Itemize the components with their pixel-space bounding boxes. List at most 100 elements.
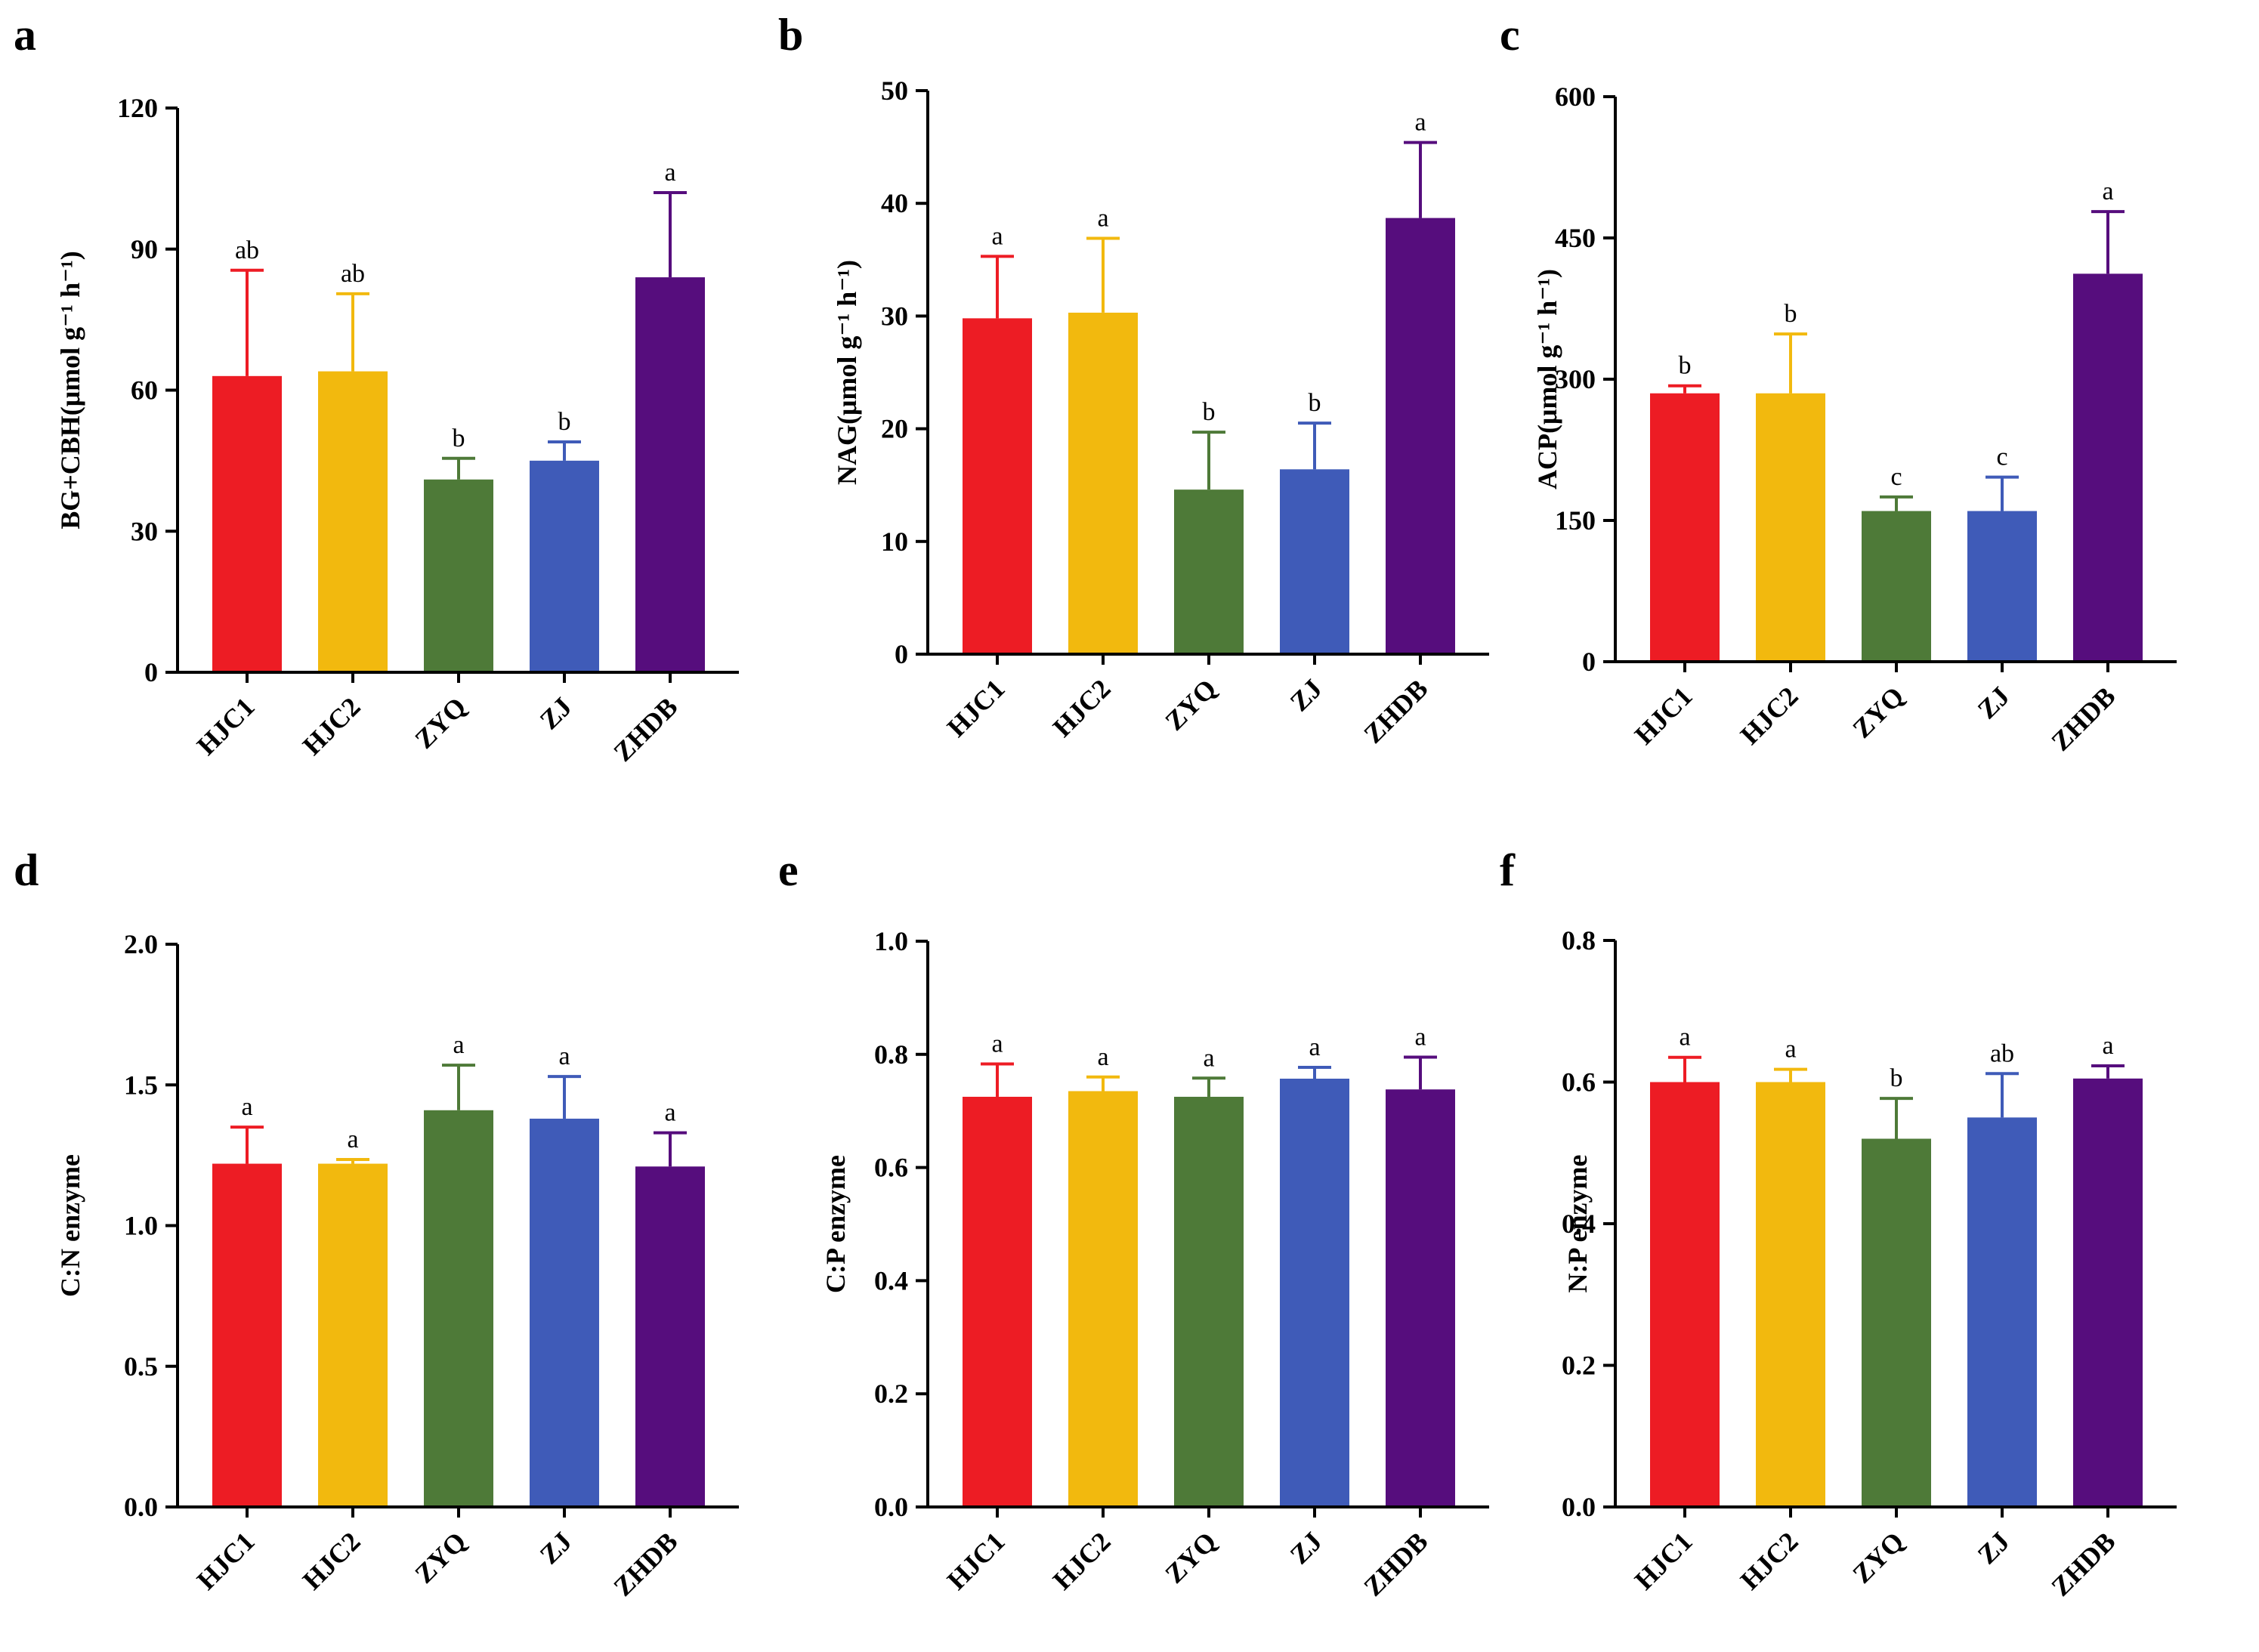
category-label: ZYQ (1159, 673, 1222, 736)
significance-label: ab (341, 260, 365, 288)
panel-e: e a HJC1 a HJC2 a ZYQ a ZJ a ZHDB 0.0 0.2 0.4 0.6 0.8 1.… (778, 845, 1489, 1602)
category-label: HJC2 (297, 691, 366, 761)
y-tick-label: 0.0 (124, 1492, 158, 1522)
category-label: ZJ (534, 691, 578, 735)
significance-label: a (991, 1030, 1003, 1058)
y-axis-label: C:N enzyme (55, 1154, 85, 1297)
bar-zhdb (2073, 1078, 2143, 1507)
category-label: HJC1 (941, 1526, 1011, 1595)
category-label: ZYQ (1846, 1526, 1909, 1589)
category-label: ZYQ (409, 691, 471, 754)
significance-label: a (1785, 1036, 1796, 1064)
bar-hjc2 (318, 371, 388, 672)
bar-hjc2 (1756, 1082, 1825, 1507)
category-label: ZYQ (1846, 681, 1909, 743)
bar-zyq (1174, 489, 1244, 654)
category-label: HJC2 (297, 1526, 366, 1595)
bar-hjc2 (1756, 393, 1825, 662)
y-axis-label: ACP(μmol g⁻¹ h⁻¹) (1532, 269, 1562, 489)
y-tick-label: 120 (117, 93, 158, 123)
bar-hjc2 (1068, 1091, 1138, 1507)
significance-label: a (1097, 1043, 1108, 1071)
significance-label: b (453, 425, 465, 452)
bar-hjc2 (1068, 312, 1138, 654)
panel-letter: a (14, 10, 36, 60)
y-tick-label: 0.0 (874, 1492, 908, 1522)
significance-label: b (558, 408, 571, 436)
bar-hjc1 (212, 375, 282, 672)
bar-zyq (1862, 511, 1931, 662)
significance-label: b (1890, 1064, 1903, 1092)
y-tick-label: 0 (144, 657, 158, 687)
significance-label: b (1679, 352, 1692, 380)
significance-label: ab (235, 236, 259, 264)
category-label: ZHDB (607, 691, 683, 767)
y-tick-label: 600 (1555, 82, 1596, 112)
y-tick-label: 30 (131, 516, 158, 546)
y-tick-label: 1.5 (124, 1070, 158, 1100)
bar-hjc1 (1650, 1082, 1720, 1507)
category-label: ZJ (1284, 673, 1328, 717)
category-label: ZJ (1972, 681, 2016, 724)
panel-a: a ab HJC1 ab HJC2 b ZYQ b ZJ a ZHDB 0 30 60 90 120 BG+CB… (14, 10, 739, 767)
significance-label: a (1097, 204, 1108, 232)
category-label: ZYQ (409, 1526, 471, 1589)
significance-label: a (1679, 1024, 1690, 1051)
category-label: HJC1 (191, 691, 261, 761)
bar-zj (530, 460, 599, 672)
significance-label: a (1414, 1024, 1426, 1051)
category-label: HJC1 (941, 673, 1011, 743)
significance-label: a (2102, 1032, 2113, 1060)
panel-f: f a HJC1 a HJC2 b ZYQ ab ZJ a ZHDB 0.0 0.2 0.4 0.6 0.8 N… (1500, 845, 2177, 1602)
y-axis-label: NAG(μmol g⁻¹ h⁻¹) (832, 260, 862, 485)
panel-letter: e (778, 845, 799, 895)
y-tick-label: 0 (1582, 647, 1596, 677)
panel-c: c b HJC1 b HJC2 c ZYQ c ZJ a ZHDB 0 150 300 450 600 ACP(… (1500, 10, 2177, 757)
y-tick-label: 1.0 (124, 1211, 158, 1241)
category-label: HJC2 (1047, 673, 1117, 743)
significance-label: c (1996, 443, 2007, 471)
panel-letter: d (14, 845, 39, 895)
category-label: HJC1 (1629, 681, 1698, 750)
bar-zj (1280, 469, 1349, 654)
panel-letter: f (1500, 845, 1516, 895)
significance-label: a (2102, 178, 2113, 205)
significance-label: a (453, 1031, 464, 1059)
bar-hjc1 (212, 1163, 282, 1507)
bar-zhdb (1386, 1089, 1455, 1507)
significance-label: ab (1990, 1039, 2014, 1067)
significance-label: a (241, 1093, 252, 1121)
bar-hjc2 (318, 1163, 388, 1507)
y-tick-label: 0.8 (1562, 925, 1596, 956)
y-tick-label: 0.6 (874, 1153, 908, 1183)
panel-d: d a HJC1 a HJC2 a ZYQ a ZJ a ZHDB 0.0 0.5 1.0 1.5 2.0 C:… (14, 845, 739, 1602)
significance-label: a (558, 1042, 570, 1070)
panel-letter: b (778, 10, 803, 60)
y-tick-label: 300 (1555, 364, 1596, 394)
y-tick-label: 0 (895, 639, 908, 669)
panel-b: b a HJC1 a HJC2 b ZYQ b ZJ a ZHDB 0 10 20 30 40 50 NAG(μm… (778, 10, 1489, 749)
bar-zhdb (1386, 218, 1455, 654)
y-axis-label: BG+CBH(μmol g⁻¹ h⁻¹) (55, 251, 85, 530)
bar-hjc1 (963, 318, 1032, 654)
y-tick-label: 150 (1555, 505, 1596, 536)
category-label: HJC2 (1735, 1526, 1804, 1595)
significance-label: a (1203, 1044, 1214, 1072)
y-tick-label: 50 (881, 76, 908, 106)
y-tick-label: 0.0 (1562, 1492, 1596, 1522)
y-tick-label: 0.2 (874, 1379, 908, 1409)
category-label: ZHDB (2045, 681, 2121, 756)
y-tick-label: 0.5 (124, 1351, 158, 1382)
significance-label: a (1309, 1033, 1320, 1061)
bar-zyq (424, 1110, 493, 1507)
y-axis-label: C:P enzyme (820, 1155, 851, 1293)
y-tick-label: 10 (881, 526, 908, 557)
bar-zj (1280, 1079, 1349, 1507)
bar-zhdb (635, 1166, 705, 1507)
y-tick-label: 0.6 (1562, 1067, 1596, 1098)
category-label: ZJ (1284, 1526, 1328, 1570)
y-tick-label: 0.2 (1562, 1351, 1596, 1381)
bar-zj (1967, 1117, 2037, 1507)
y-tick-label: 90 (131, 234, 158, 264)
category-label: HJC2 (1735, 681, 1804, 750)
